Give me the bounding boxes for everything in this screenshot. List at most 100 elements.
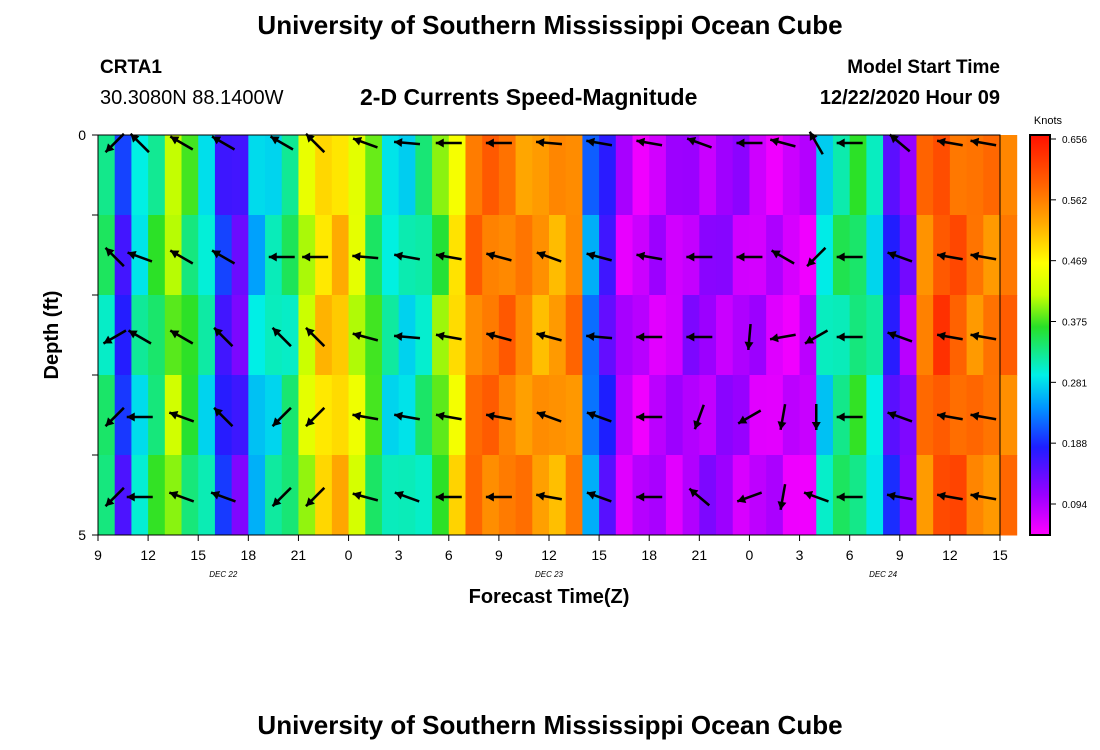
current-vector-arrow [769, 137, 796, 148]
heatmap-cell [782, 375, 801, 456]
heatmap-cell [632, 135, 650, 216]
current-vector-arrow [435, 138, 462, 148]
heatmap-cell [665, 215, 684, 296]
heatmap-cell [365, 375, 383, 456]
heatmap-cell [214, 295, 233, 376]
heatmap-cell [448, 295, 466, 376]
heatmap-cell [983, 295, 1001, 376]
heatmap-cell [164, 135, 183, 216]
heatmap-cell [682, 135, 700, 216]
heatmap-cell [231, 135, 249, 216]
date-label: DEC 22 [209, 570, 238, 579]
current-vector-arrow [887, 411, 913, 423]
current-vector-arrow [737, 409, 762, 425]
heatmap-cell [515, 295, 533, 376]
current-vector-arrow [586, 137, 613, 147]
heatmap-cell [181, 215, 199, 296]
heatmap-cell [114, 135, 132, 216]
heatmap-cell [649, 455, 667, 536]
heatmap-cell [415, 135, 433, 216]
current-vector-arrow [302, 252, 329, 262]
heatmap-cell [381, 455, 400, 536]
heatmap-cell [448, 455, 466, 536]
heatmap-cell [983, 455, 1001, 536]
current-vector-arrow [269, 135, 294, 151]
heatmap-cell [615, 215, 634, 296]
heatmap-cell [883, 135, 901, 216]
heatmap-cell [565, 455, 583, 536]
heatmap-cell [415, 215, 433, 296]
current-vector-arrow [126, 412, 153, 422]
heatmap-cell [315, 295, 333, 376]
current-vector-arrow [836, 412, 863, 422]
heatmap-cell [198, 295, 216, 376]
current-vector-arrow [213, 326, 234, 348]
colorbar-tick-label: 0.281 [1062, 378, 1087, 389]
current-vector-arrow [693, 404, 705, 430]
heatmap-cell [716, 455, 734, 536]
x-tick-label: 15 [190, 547, 206, 563]
heatmap-cell [398, 295, 416, 376]
heatmap-cell [782, 455, 801, 536]
heatmap-cell [315, 455, 333, 536]
heatmap-cell [315, 215, 333, 296]
x-tick-label: 0 [345, 547, 353, 563]
current-vector-arrow [736, 138, 763, 148]
current-vector-arrow [271, 326, 292, 348]
current-vector-arrow [970, 137, 997, 147]
heatmap-cell [549, 375, 567, 456]
heatmap-cell [849, 215, 867, 296]
heatmap-cell [866, 455, 884, 536]
heatmap-cell [98, 295, 116, 376]
heatmap-cell [899, 455, 917, 536]
heatmap-cell [448, 375, 466, 456]
heatmap-cell [766, 295, 784, 376]
current-vector-arrow [736, 252, 763, 262]
current-vector-arrow [305, 406, 326, 428]
heatmap-cell [298, 455, 316, 536]
heatmap-cell [415, 375, 433, 456]
heatmap-cell [699, 135, 717, 216]
heatmap-cell [498, 375, 517, 456]
heatmap-cell [448, 135, 466, 216]
heatmap-cell [732, 135, 750, 216]
model-start-value: 12/22/2020 Hour 09 [819, 87, 1000, 109]
heatmap-cell [682, 455, 700, 536]
current-vector-arrow [536, 251, 562, 263]
heatmap-cell [432, 135, 450, 216]
current-vector-arrow [305, 132, 326, 154]
current-vector-arrow [394, 491, 420, 503]
heatmap-cell [448, 215, 466, 296]
current-vector-arrow [211, 135, 236, 151]
current-vector-arrow [104, 406, 125, 428]
heatmap-cell [231, 375, 249, 456]
heatmap-cell [214, 375, 233, 456]
heatmap-cell [415, 295, 433, 376]
heatmap-cell [899, 375, 917, 456]
heatmap-cell [214, 135, 233, 216]
heatmap-cell [248, 455, 266, 536]
heatmap-cell [849, 455, 867, 536]
heatmap-cell [1000, 295, 1018, 376]
heatmap-cell [565, 215, 583, 296]
heatmap-cell [716, 135, 734, 216]
heatmap-cell [782, 135, 801, 216]
current-vector-arrow [836, 332, 863, 342]
heatmap-cell [799, 375, 817, 456]
colorbar-tick-label: 0.656 [1062, 135, 1087, 146]
current-vector-arrow [393, 251, 421, 261]
heatmap-cell [916, 295, 934, 376]
heatmap-cell [933, 135, 951, 216]
current-vector-arrow [535, 138, 563, 148]
heatmap-cell [248, 215, 266, 296]
heatmap-cell [916, 375, 934, 456]
heatmap-cell [532, 135, 550, 216]
heatmap-cell [198, 375, 216, 456]
current-vector-arrow [688, 487, 711, 507]
heatmap-cell [716, 375, 734, 456]
heatmap-cell [599, 215, 617, 296]
heatmap-cell [732, 375, 750, 456]
heatmap-cell [148, 215, 166, 296]
heatmap-cell [131, 295, 149, 376]
